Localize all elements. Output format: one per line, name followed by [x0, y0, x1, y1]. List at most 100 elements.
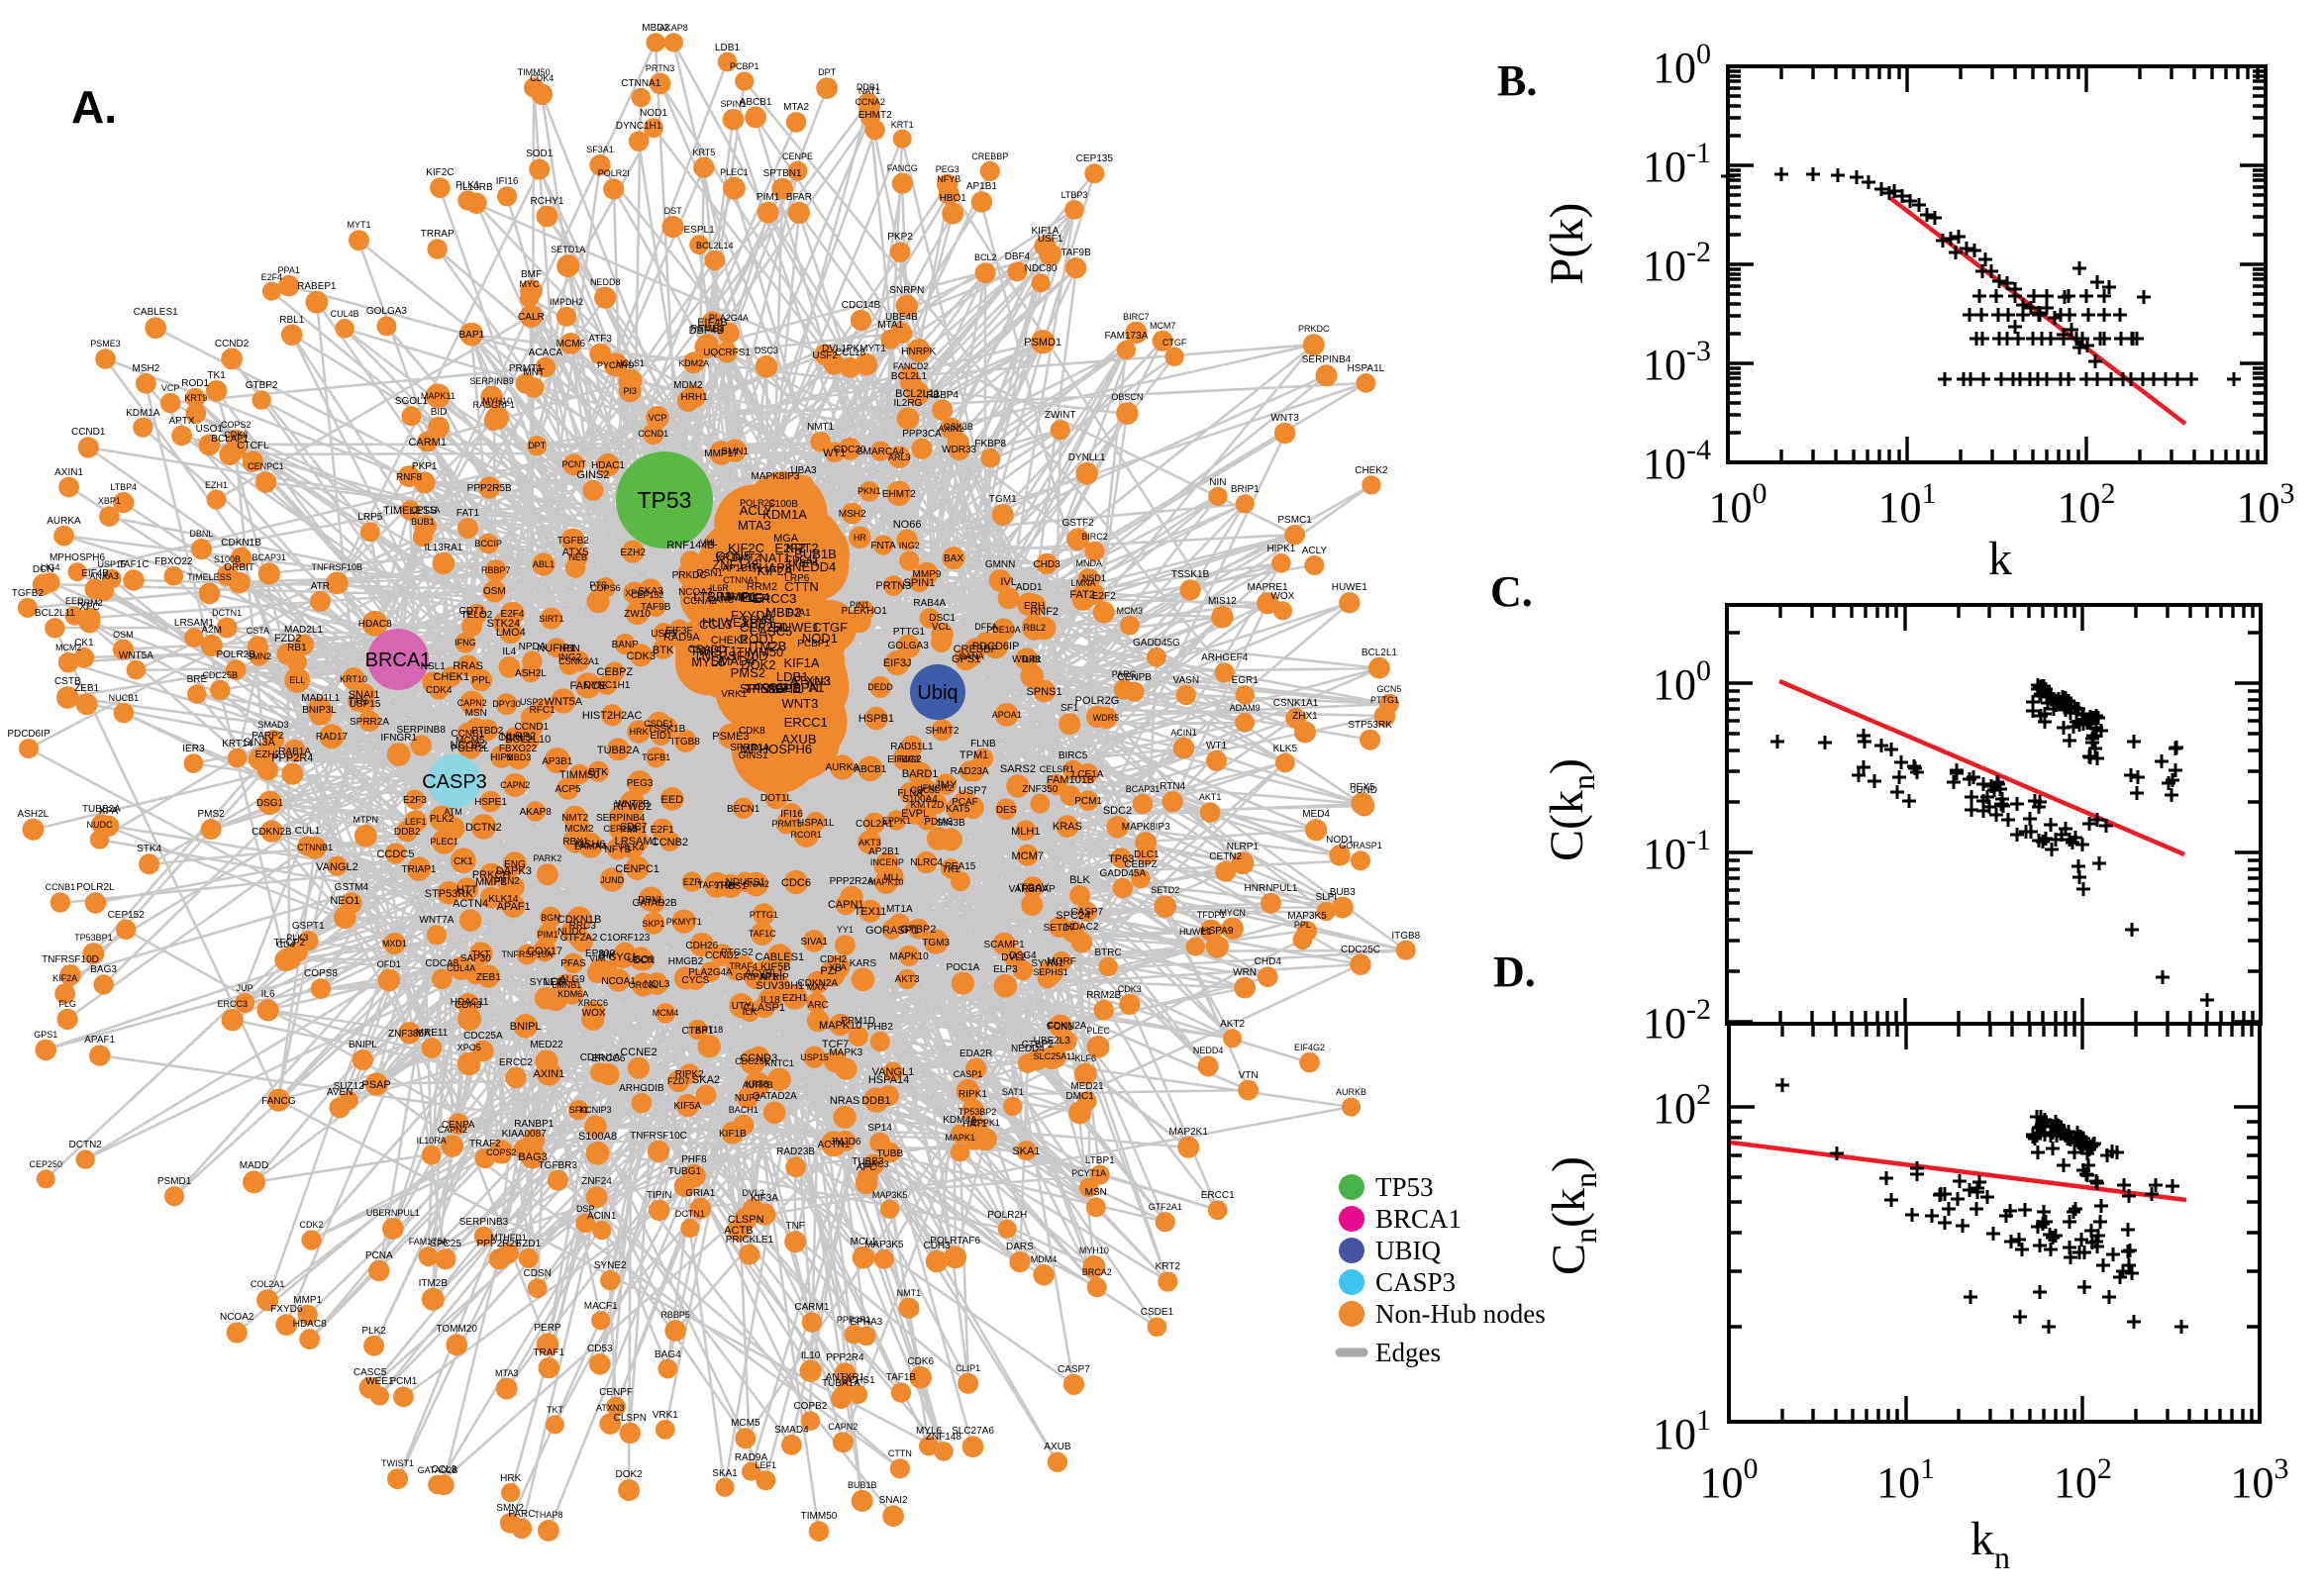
- svg-text:MADD: MADD: [240, 1160, 268, 1171]
- svg-text:PMF1: PMF1: [620, 825, 647, 836]
- svg-text:CEP250: CEP250: [740, 620, 787, 635]
- svg-text:C.: C.: [1490, 567, 1533, 616]
- svg-text:GATAD2A: GATAD2A: [753, 1091, 798, 1102]
- svg-text:TAF1B: TAF1B: [886, 1372, 917, 1383]
- svg-text:BTRC: BTRC: [1094, 948, 1121, 958]
- svg-text:BCL2L14: BCL2L14: [696, 241, 734, 250]
- svg-text:CEP152: CEP152: [108, 910, 146, 921]
- svg-text:BRCA2: BRCA2: [1082, 1267, 1112, 1277]
- svg-text:RRC3: RRC3: [569, 921, 597, 932]
- svg-text:MDM4: MDM4: [1031, 1254, 1058, 1264]
- svg-text:BFAR: BFAR: [786, 192, 812, 203]
- svg-text:SAT1: SAT1: [1002, 1087, 1024, 1097]
- svg-text:SDC2: SDC2: [1103, 805, 1132, 817]
- svg-text:LMO4: LMO4: [496, 627, 526, 639]
- svg-text:JMJD6: JMJD6: [830, 1137, 861, 1147]
- svg-text:CAPN2: CAPN2: [500, 780, 530, 790]
- svg-text:GINS2: GINS2: [576, 469, 609, 481]
- svg-text:FBXO22: FBXO22: [154, 556, 193, 567]
- svg-text:GRIPAP1: GRIPAP1: [736, 972, 778, 983]
- svg-text:COPB2: COPB2: [793, 1401, 827, 1412]
- svg-text:MT1A: MT1A: [886, 904, 913, 915]
- svg-text:TGFBR3: TGFBR3: [539, 1160, 578, 1171]
- svg-text:PEG3: PEG3: [627, 778, 654, 789]
- svg-text:CTCFL: CTCFL: [237, 441, 269, 451]
- svg-text:PKMYT1: PKMYT1: [847, 344, 886, 354]
- svg-text:KRAS: KRAS: [1053, 821, 1082, 833]
- svg-text:ACTN4: ACTN4: [453, 898, 488, 910]
- svg-text:CD53: CD53: [587, 1344, 613, 1354]
- svg-text:ASH2L: ASH2L: [18, 809, 50, 820]
- svg-text:C1ORF123: C1ORF123: [600, 933, 651, 944]
- svg-text:MLL: MLL: [883, 872, 901, 882]
- svg-text:ACIN1: ACIN1: [587, 1211, 617, 1222]
- svg-text:PCBP1: PCBP1: [730, 61, 759, 71]
- svg-text:PYCARD: PYCARD: [597, 360, 635, 370]
- svg-text:PLK2: PLK2: [361, 1326, 386, 1337]
- svg-text:CHD3: CHD3: [1033, 559, 1060, 570]
- svg-text:TNFRSF10D: TNFRSF10D: [693, 648, 767, 663]
- svg-text:AVEN: AVEN: [327, 1087, 354, 1098]
- svg-text:KIF2A: KIF2A: [52, 973, 77, 983]
- svg-text:FBXO22: FBXO22: [499, 744, 538, 754]
- svg-text:PPA1: PPA1: [278, 265, 300, 275]
- svg-text:TNFRSF10C: TNFRSF10C: [630, 1131, 687, 1142]
- svg-text:SMAD4: SMAD4: [711, 653, 756, 668]
- svg-text:IL6R: IL6R: [710, 583, 730, 593]
- svg-text:ALG9: ALG9: [559, 974, 585, 985]
- svg-text:TAF9B: TAF9B: [1060, 248, 1091, 258]
- svg-text:CCNE2: CCNE2: [620, 1047, 656, 1058]
- svg-text:CCND1: CCND1: [71, 427, 106, 438]
- svg-text:WRN: WRN: [1233, 967, 1257, 978]
- svg-text:PPL: PPL: [471, 675, 490, 686]
- svg-text:ZEB1: ZEB1: [476, 972, 501, 983]
- svg-text:POLR2L: POLR2L: [452, 744, 490, 754]
- svg-text:PDE10A: PDE10A: [986, 625, 1021, 635]
- svg-text:MAPK8IP3: MAPK8IP3: [1122, 822, 1170, 833]
- svg-text:POLR2G: POLR2G: [1075, 695, 1120, 707]
- svg-text:CTNNB1: CTNNB1: [297, 843, 333, 852]
- svg-text:RRM2B: RRM2B: [1086, 990, 1121, 1001]
- svg-text:SLC27A6: SLC27A6: [952, 1426, 994, 1437]
- svg-text:HNRPK: HNRPK: [901, 347, 936, 357]
- svg-text:BCL2: BCL2: [974, 252, 997, 262]
- svg-text:ARHGDIB: ARHGDIB: [619, 1083, 664, 1094]
- svg-text:GADD45A: GADD45A: [1099, 868, 1146, 879]
- svg-text:RCHY1: RCHY1: [531, 196, 564, 207]
- svg-text:SETD2: SETD2: [1151, 885, 1179, 895]
- svg-text:ILK: ILK: [743, 1007, 758, 1018]
- svg-text:DCTN2: DCTN2: [465, 822, 502, 834]
- svg-text:GATAD2B: GATAD2B: [632, 898, 677, 909]
- svg-text:SF3A1: SF3A1: [586, 145, 614, 154]
- svg-text:VIM: VIM: [589, 953, 605, 963]
- svg-text:DBNL: DBNL: [638, 895, 664, 906]
- svg-text:EIF4G2: EIF4G2: [887, 754, 922, 765]
- svg-text:ACACA: ACACA: [529, 348, 563, 358]
- svg-text:SOD1: SOD1: [526, 149, 554, 159]
- svg-text:CCL3: CCL3: [699, 617, 732, 632]
- svg-text:FAM173A: FAM173A: [1104, 331, 1148, 342]
- svg-text:VANGL2: VANGL2: [316, 861, 358, 873]
- svg-text:10-4: 10-4: [1643, 434, 1711, 488]
- svg-text:LEF1: LEF1: [405, 817, 427, 827]
- svg-text:UTY: UTY: [732, 1001, 752, 1012]
- svg-text:SERPINB4: SERPINB4: [1302, 354, 1352, 365]
- svg-text:XBP1: XBP1: [742, 616, 774, 631]
- svg-text:MCM5: MCM5: [731, 1418, 760, 1429]
- svg-text:ABL1: ABL1: [533, 559, 555, 569]
- svg-text:NUCB1: NUCB1: [109, 693, 140, 703]
- svg-text:ZEB1: ZEB1: [74, 683, 99, 694]
- svg-text:TNFRSF10B: TNFRSF10B: [312, 562, 363, 572]
- svg-text:MAPRE1: MAPRE1: [1248, 582, 1289, 593]
- svg-text:HDAC1: HDAC1: [591, 460, 625, 471]
- svg-text:MAPK11: MAPK11: [421, 391, 455, 401]
- svg-text:MED22: MED22: [530, 1040, 563, 1050]
- svg-text:WDR33: WDR33: [942, 445, 976, 455]
- svg-text:FANCG: FANCG: [887, 163, 918, 173]
- svg-text:Edges: Edges: [1375, 1338, 1441, 1367]
- svg-text:USP15: USP15: [98, 559, 127, 569]
- svg-text:CDC25C: CDC25C: [735, 1056, 771, 1066]
- svg-text:SKA3: SKA3: [638, 586, 663, 597]
- svg-text:SMN2: SMN2: [247, 651, 271, 661]
- svg-text:BTK: BTK: [653, 645, 674, 656]
